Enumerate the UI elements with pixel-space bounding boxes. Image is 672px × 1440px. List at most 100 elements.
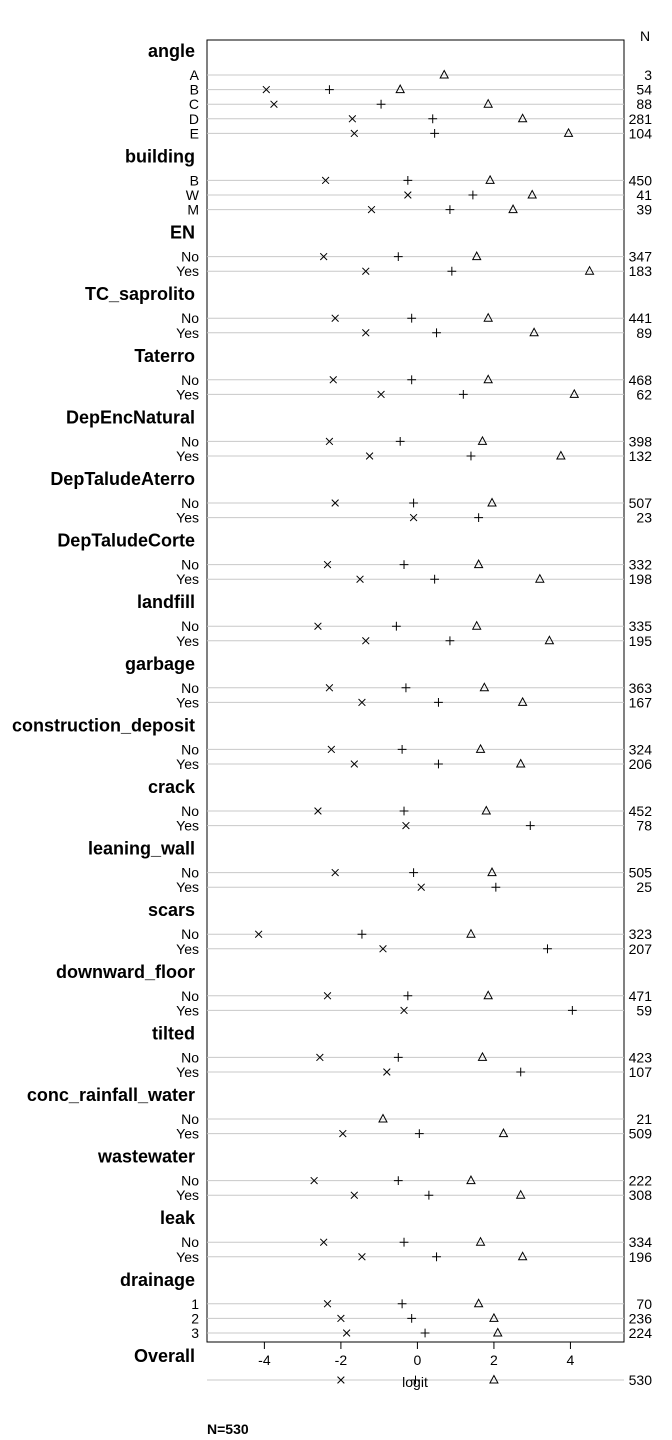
group-title-tc-saprolito: TC_saprolito <box>85 284 195 304</box>
n-value-construction-deposit-no: 324 <box>629 741 653 757</box>
point-x-leaning-wall-yes <box>417 883 425 891</box>
group-title-crack: crack <box>148 777 196 797</box>
n-value-en-yes: 183 <box>629 263 653 279</box>
n-value-building-b: 450 <box>629 172 653 188</box>
level-label-drainage-2: 2 <box>191 1310 199 1326</box>
level-label-crack-no: No <box>181 803 199 819</box>
point-x-downward-floor-yes <box>400 1006 408 1015</box>
x-axis: -4 -2 0 2 4 <box>258 1342 575 1368</box>
point-triangle-wastewater-no <box>466 1175 476 1185</box>
level-label-leaning-wall-no: No <box>181 865 199 881</box>
point-x-downward-floor-no <box>323 992 332 1000</box>
point-plus-building-m <box>445 205 455 214</box>
point-triangle-angle-b <box>395 84 406 94</box>
point-plus-downward-floor-no <box>403 991 413 1001</box>
level-label-wastewater-yes: Yes <box>176 1187 199 1203</box>
point-plus-building-w <box>468 190 478 200</box>
point-x-depencnatural-no <box>325 437 334 446</box>
point-triangle-angle-d <box>517 113 528 123</box>
point-plus-tc-saprolito-no <box>407 313 417 323</box>
point-triangle-depencnatural-yes <box>556 450 566 460</box>
level-label-crack-yes: Yes <box>176 818 199 834</box>
level-label-garbage-no: No <box>181 680 199 696</box>
level-label-leak-no: No <box>181 1234 199 1250</box>
n-value-garbage-no: 363 <box>629 680 653 696</box>
n-value-overall-all: 530 <box>629 1372 653 1388</box>
point-plus-building-b <box>403 176 413 185</box>
n-value-conc-rainfall-water-no: 21 <box>636 1111 652 1127</box>
group-title-taterro: Taterro <box>134 346 195 366</box>
point-triangle-depencnatural-no <box>477 435 488 445</box>
level-label-landfill-yes: Yes <box>176 633 199 649</box>
n-value-downward-floor-yes: 59 <box>636 1002 652 1018</box>
sample-size-footnote: N=530 <box>207 1421 249 1437</box>
level-label-scars-no: No <box>181 926 199 942</box>
point-x-construction-deposit-no <box>327 745 336 754</box>
point-triangle-garbage-yes <box>517 696 528 706</box>
group-title-overall: Overall <box>134 1346 195 1366</box>
level-label-angle-c: C <box>189 96 199 112</box>
point-plus-tilted-yes <box>516 1067 526 1077</box>
point-x-building-m <box>367 205 376 214</box>
group-title-deptaludeaterro: DepTaludeAterro <box>50 469 195 489</box>
n-value-scars-yes: 207 <box>629 941 653 957</box>
n-value-garbage-yes: 167 <box>629 694 653 710</box>
point-plus-landfill-yes <box>445 636 455 646</box>
level-label-downward-floor-no: No <box>181 988 199 1004</box>
point-x-wastewater-yes <box>350 1191 359 1199</box>
point-triangle-deptaludecorte-no <box>473 559 484 569</box>
level-label-en-no: No <box>181 249 199 265</box>
group-title-angle: angle <box>148 41 195 61</box>
level-label-conc-rainfall-water-no: No <box>181 1111 199 1127</box>
point-plus-drainage-1 <box>397 1299 407 1309</box>
point-x-drainage-2 <box>337 1314 345 1323</box>
point-triangle-building-b <box>485 174 495 184</box>
point-triangle-taterro-no <box>483 374 494 384</box>
point-triangle-crack-no <box>481 805 492 815</box>
level-label-tilted-yes: Yes <box>176 1064 199 1080</box>
point-x-landfill-no <box>314 622 322 630</box>
point-x-tilted-no <box>316 1053 324 1062</box>
point-x-drainage-3 <box>342 1329 351 1337</box>
group-title-wastewater: wastewater <box>97 1147 195 1167</box>
group-title-tilted: tilted <box>152 1023 195 1043</box>
level-label-tilted-no: No <box>181 1049 199 1065</box>
n-value-taterro-yes: 62 <box>636 386 652 402</box>
point-plus-taterro-yes <box>458 390 468 399</box>
level-label-angle-b: B <box>190 82 199 98</box>
n-value-building-w: 41 <box>636 187 652 203</box>
point-plus-deptaludeaterro-no <box>409 498 418 508</box>
point-x-construction-deposit-yes <box>350 760 359 768</box>
point-plus-angle-c <box>376 99 386 109</box>
point-triangle-en-yes <box>584 265 595 275</box>
point-plus-drainage-3 <box>420 1328 430 1338</box>
plot-frame <box>206 39 625 1343</box>
point-triangle-conc-rainfall-water-yes <box>498 1128 509 1138</box>
level-label-tc-saprolito-yes: Yes <box>176 325 199 341</box>
point-x-angle-b <box>262 85 271 94</box>
n-value-deptaludeaterro-yes: 23 <box>636 510 652 526</box>
point-x-deptaludecorte-no <box>323 560 332 569</box>
level-label-en-yes: Yes <box>176 263 199 279</box>
point-plus-deptaludecorte-no <box>399 560 409 569</box>
x-axis-title: logit <box>402 1374 428 1390</box>
group-title-building: building <box>125 146 195 166</box>
x-tick-label: -4 <box>258 1352 271 1368</box>
point-x-building-w <box>404 191 412 199</box>
level-label-leak-yes: Yes <box>176 1249 199 1265</box>
level-label-deptaludecorte-yes: Yes <box>176 571 199 587</box>
point-triangle-construction-deposit-yes <box>515 758 526 768</box>
point-triangle-drainage-2 <box>489 1312 499 1322</box>
x-tick-label: -2 <box>335 1352 348 1368</box>
level-label-deptaludeaterro-no: No <box>181 495 199 511</box>
n-value-tilted-yes: 107 <box>629 1064 653 1080</box>
n-value-angle-e: 104 <box>629 125 653 141</box>
n-value-drainage-1: 70 <box>636 1296 652 1312</box>
point-plus-en-yes <box>447 266 457 276</box>
point-x-deptaludeaterro-yes <box>409 513 418 522</box>
point-plus-leak-no <box>399 1237 409 1247</box>
point-triangle-downward-floor-no <box>483 990 494 1000</box>
point-plus-wastewater-no <box>393 1176 403 1185</box>
level-label-construction-deposit-yes: Yes <box>176 756 199 772</box>
